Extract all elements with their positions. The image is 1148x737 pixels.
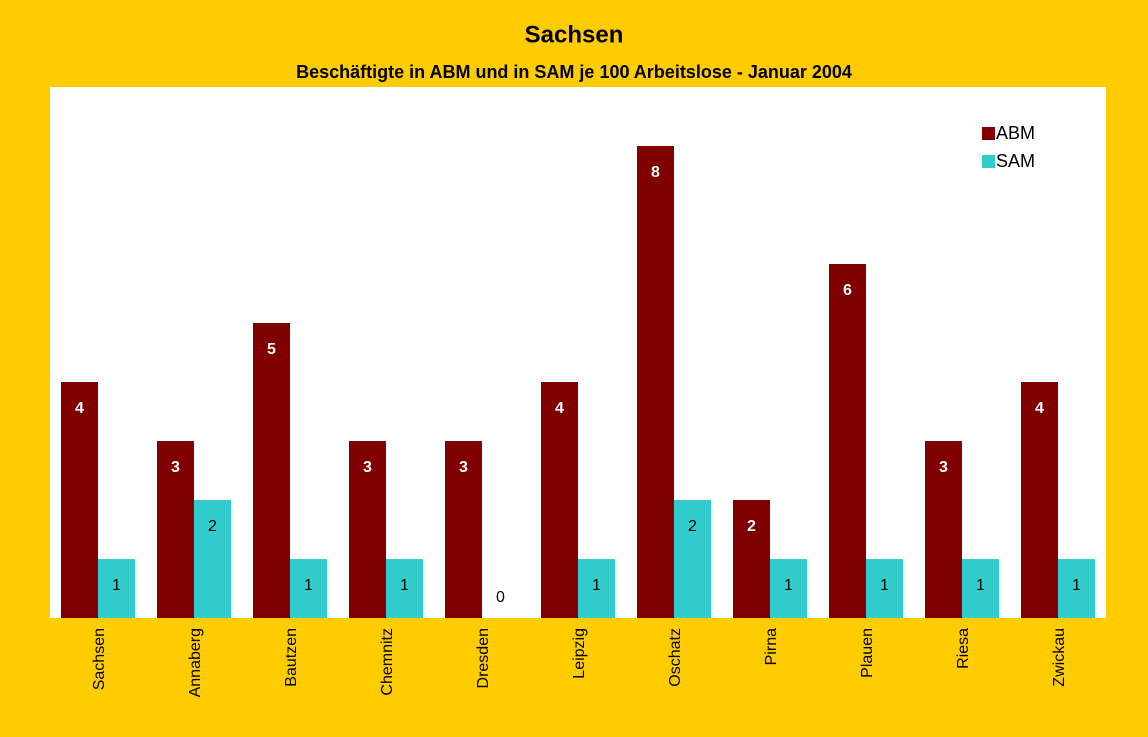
bar [1021,382,1058,618]
bar [445,441,482,618]
data-label: 4 [75,400,84,417]
data-label: 1 [784,577,793,594]
legend-swatch [982,127,995,140]
legend-label: SAM [996,151,1035,171]
bar [733,500,770,618]
bar [770,559,807,618]
bar [578,559,615,618]
bar [386,559,423,618]
data-label: 1 [592,577,601,594]
x-tick-label: Pirna [763,628,780,665]
bar [157,441,194,618]
data-label: 3 [459,459,468,476]
x-tick-label: Chemnitz [379,628,396,696]
data-label: 2 [208,518,217,535]
bar [253,323,290,618]
bar [829,264,866,618]
data-label: 0 [496,589,505,606]
data-label: 3 [939,459,948,476]
chart-title: Sachsen [525,21,624,48]
bar [290,559,327,618]
chart-subtitle: Beschäftigte in ABM und in SAM je 100 Ar… [296,62,852,82]
data-label: 4 [555,400,564,417]
bar [925,441,962,618]
x-tick-label: Plauen [859,628,876,678]
x-tick-label: Dresden [475,628,492,688]
data-label: 1 [304,577,313,594]
bar [674,500,711,618]
bar [194,500,231,618]
bar [866,559,903,618]
data-label: 3 [171,459,180,476]
data-label: 1 [1072,577,1081,594]
bar [61,382,98,618]
data-label: 3 [363,459,372,476]
bar [98,559,135,618]
x-tick-label: Zwickau [1051,628,1068,687]
bar [962,559,999,618]
x-tick-label: Sachsen [91,628,108,690]
legend-swatch [982,155,995,168]
x-tick-label: Riesa [955,628,972,669]
data-label: 2 [688,518,697,535]
x-tick-label: Oschatz [667,628,684,687]
data-label: 2 [747,518,756,535]
data-label: 4 [1035,400,1044,417]
x-tick-label: Annaberg [187,628,204,697]
bar [1058,559,1095,618]
data-label: 1 [880,577,889,594]
bar [349,441,386,618]
data-label: 1 [976,577,985,594]
data-label: 5 [267,341,276,358]
x-tick-label: Leipzig [571,628,588,679]
legend-label: ABM [996,123,1035,143]
data-label: 6 [843,282,852,299]
bar [541,382,578,618]
data-label: 8 [651,164,660,181]
x-tick-label: Bautzen [283,628,300,687]
bar [637,146,674,618]
data-label: 1 [112,577,121,594]
data-label: 1 [400,577,409,594]
